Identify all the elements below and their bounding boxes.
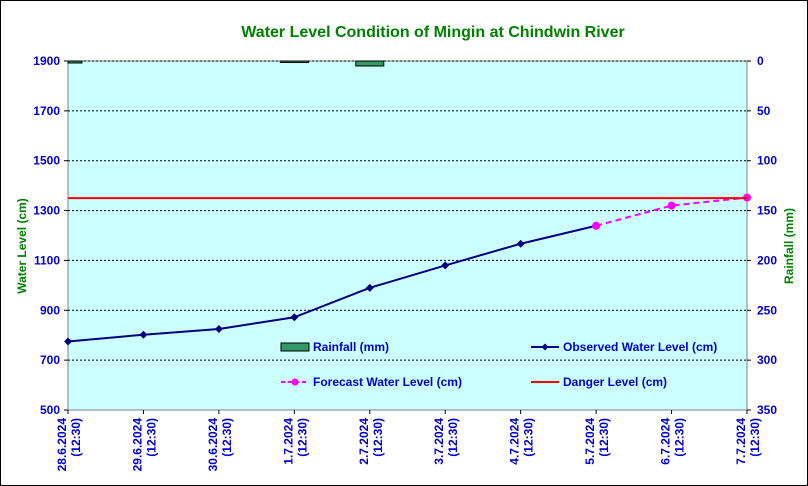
x-tick-time: (12:30) (522, 418, 536, 457)
legend-item: Observed Water Level (cm) (531, 340, 717, 354)
y-tick-label: 1500 (33, 154, 60, 168)
x-tick-time: (12:30) (69, 418, 83, 457)
y2-tick-label: 300 (757, 353, 777, 367)
x-tick-label: 29.6.2024 (12:30) (130, 418, 158, 472)
x-tick-date: 29.6.2024 (130, 418, 144, 472)
rainfall-bar (355, 60, 385, 67)
x-tick-label: 4.7.2024 (12:30) (508, 418, 536, 465)
legend-item: Rainfall (mm) (280, 340, 389, 354)
observed-line (67, 224, 597, 343)
x-tick-label: 1.7.2024 (12:30) (281, 418, 309, 465)
observed-point (139, 330, 148, 339)
legend-item: Forecast Water Level (cm) (281, 375, 462, 389)
rainfall-bar (67, 60, 83, 64)
forecast-point (667, 201, 676, 210)
y2-tick-label: 200 (757, 253, 777, 267)
x-tick-time: (12:30) (295, 418, 309, 457)
y2-tick-label: 150 (757, 204, 777, 218)
y2-tick-label: 0 (757, 54, 764, 68)
x-tick-time: (12:30) (673, 418, 687, 457)
x-tick-label: 2.7.2024 (12:30) (357, 418, 385, 465)
x-tick-date: 3.7.2024 (432, 418, 446, 465)
legend-marker (291, 378, 299, 386)
legend-label: Forecast Water Level (cm) (313, 375, 462, 389)
gridlines (68, 60, 747, 361)
y2-tick-label: 100 (757, 154, 777, 168)
x-tick-date: 7.7.2024 (734, 418, 748, 465)
legend: Rainfall (mm) Observed Water Level (cm) Fo… (280, 340, 717, 389)
y-tick-label: 900 (40, 303, 60, 317)
x-tick-date: 2.7.2024 (357, 418, 371, 465)
x-tick-label: 28.6.2024 (12:30) (55, 418, 83, 472)
legend-label: Danger Level (cm) (563, 375, 667, 389)
y2-tick-label: 50 (757, 104, 771, 118)
forecast-point (592, 221, 601, 230)
y-tick-label: 1300 (33, 204, 60, 218)
y2-tick-label: 350 (757, 403, 777, 417)
water-level-lines (64, 193, 751, 346)
x-tick-time: (12:30) (446, 418, 460, 457)
axes: 500 700 900 1100 1300 1500 1700 1900 0 50 100 150 20… (33, 54, 777, 471)
x-tick-time: (12:30) (144, 418, 158, 457)
x-tick-date: 6.7.2024 (659, 418, 673, 465)
y-tick-label: 500 (40, 403, 60, 417)
plot-area (67, 60, 748, 411)
x-tick-date: 1.7.2024 (281, 418, 295, 465)
x-tick-time: (12:30) (748, 418, 762, 457)
observed-point (64, 337, 72, 346)
y2-tick-label: 250 (757, 303, 777, 317)
x-tick-label: 7.7.2024 (12:30) (734, 418, 762, 465)
observed-point (441, 261, 450, 270)
y-tick-label: 1700 (33, 104, 60, 118)
legend-label: Rainfall (mm) (313, 340, 389, 354)
y-tick-label: 1900 (33, 54, 60, 68)
x-tick-label: 3.7.2024 (12:30) (432, 418, 460, 465)
x-tick-date: 30.6.2024 (206, 418, 220, 472)
x-tick-label: 5.7.2024 (12:30) (583, 418, 611, 465)
y-axis-title: Water Level (cm) (15, 198, 29, 294)
y-tick-label: 700 (40, 353, 60, 367)
x-tick-date: 4.7.2024 (508, 418, 522, 465)
y-tick-label: 1100 (34, 253, 60, 267)
legend-swatch (280, 342, 310, 352)
x-tick-label: 30.6.2024 (12:30) (206, 418, 234, 472)
observed-point (214, 324, 223, 333)
observed-point (516, 239, 525, 248)
legend-marker (541, 343, 549, 351)
rainfall-bars (67, 60, 385, 67)
chart-title: Water Level Condition of Mingin at Chind… (241, 24, 624, 41)
x-tick-date: 5.7.2024 (583, 418, 597, 465)
rainfall-bar (279, 60, 309, 63)
observed-point (365, 283, 374, 292)
legend-item: Danger Level (cm) (531, 375, 667, 389)
x-tick-time: (12:30) (220, 418, 234, 457)
x-tick-time: (12:30) (597, 418, 611, 457)
x-tick-label: 6.7.2024 (12:30) (659, 418, 687, 465)
legend-label: Observed Water Level (cm) (563, 340, 717, 354)
observed-point (290, 313, 299, 322)
x-tick-date: 28.6.2024 (55, 418, 69, 472)
y2-axis-title: Rainfall (mm) (782, 208, 796, 284)
x-tick-time: (12:30) (371, 418, 385, 457)
